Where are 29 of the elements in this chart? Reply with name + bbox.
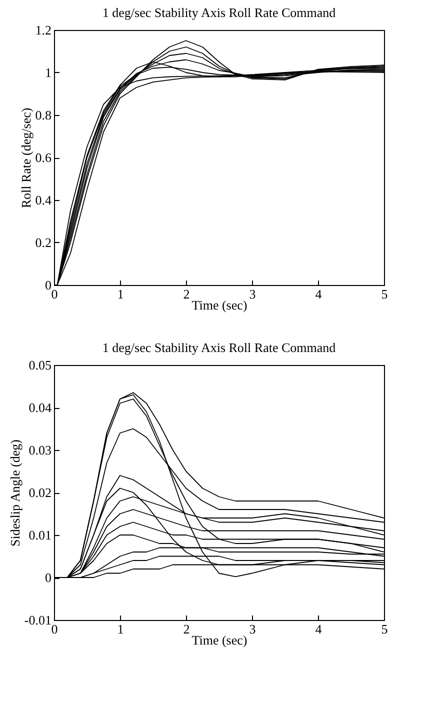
x-tick-label: 4: [315, 286, 322, 302]
x-axis-title: Time (sec): [192, 298, 248, 312]
y-tick-label: 0.8: [35, 108, 52, 122]
y-tick-label: 1: [45, 65, 52, 80]
x-tick-label: 5: [381, 622, 388, 636]
y-tick-label: 1.2: [35, 22, 52, 38]
x-axis-title: Time (sec): [192, 632, 248, 648]
x-tick-label: 1: [117, 622, 124, 636]
y-axis-title: Roll Rate (deg/sec): [18, 108, 34, 208]
x-tick-label: 5: [381, 286, 388, 302]
y-tick-label: 0.6: [35, 150, 52, 165]
y-tick-label: 0.4: [35, 192, 52, 208]
y-tick-label: 0.01: [28, 528, 52, 542]
x-tick-label: 1: [117, 286, 124, 302]
y-tick-label: 0.03: [28, 442, 52, 458]
y-tick-label: 0.04: [28, 400, 52, 415]
x-tick-label: 2: [183, 622, 190, 636]
x-tick-label: 3: [249, 286, 256, 302]
x-tick-label: 3: [249, 622, 256, 636]
y-axis-title: Sideslip Angle (deg): [7, 440, 22, 546]
y-tick-label: 0.02: [28, 485, 52, 500]
x-tick-label: 2: [183, 286, 190, 302]
chart-title: 1 deg/sec Stability Axis Roll Rate Command: [102, 340, 336, 355]
y-tick-label: 0.05: [28, 358, 52, 372]
y-tick-label: 0.2: [35, 235, 52, 250]
x-tick-label: 4: [315, 622, 322, 636]
y-tick-label: 0: [45, 570, 52, 585]
chart-title: 1 deg/sec Stability Axis Roll Rate Command: [102, 5, 336, 20]
y-tick-label: -0.01: [24, 612, 52, 628]
